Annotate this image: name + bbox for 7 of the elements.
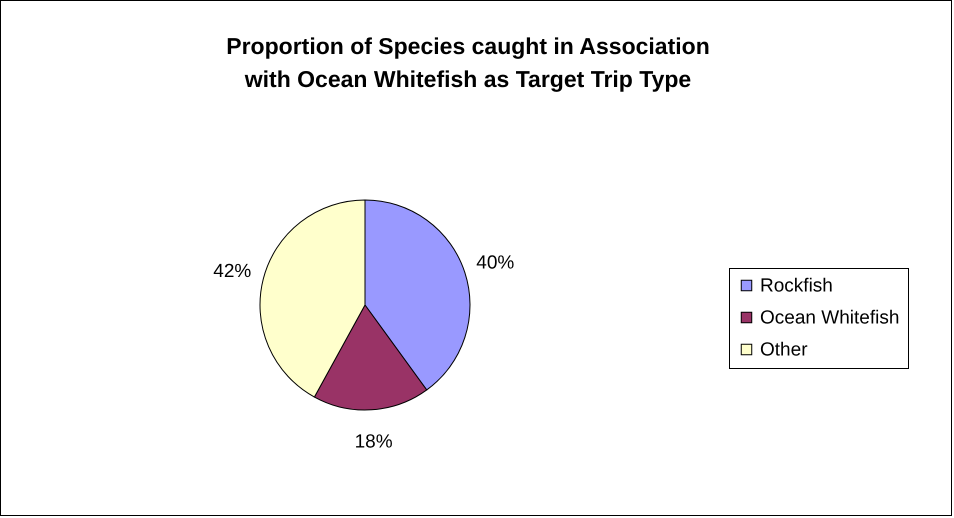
legend-label: Rockfish <box>760 276 833 296</box>
data-label: 18% <box>354 432 393 453</box>
data-label: 42% <box>213 260 252 282</box>
legend-label: Other <box>760 340 808 360</box>
data-label: 40% <box>476 252 514 274</box>
legend-label: Ocean Whitefish <box>760 308 900 328</box>
chart-title: Proportion of Species caught in Association with Ocean Whitefish as Target Trip Type <box>226 33 710 92</box>
